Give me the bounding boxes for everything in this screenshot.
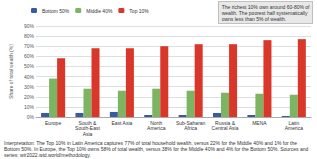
svg-text:10%: 10% — [24, 104, 35, 110]
svg-text:Top 10%: Top 10% — [129, 8, 149, 14]
svg-text:50%: 50% — [24, 63, 35, 69]
svg-text:Sub-Saharan: Sub-Saharan — [175, 119, 206, 126]
svg-text:80%: 80% — [24, 33, 35, 39]
svg-text:Central Asia: Central Asia — [212, 125, 239, 131]
svg-text:America: America — [147, 125, 166, 131]
svg-text:Middle 40%: Middle 40% — [86, 8, 113, 14]
svg-text:Share of total wealth (%): Share of total wealth (%) — [8, 44, 14, 99]
svg-text:Asia: Asia — [83, 131, 93, 137]
svg-text:series: wir2022.wid.world/meth: series: wir2022.wid.world/methodology. — [4, 152, 91, 158]
svg-text:70%: 70% — [24, 43, 35, 49]
svg-text:0%: 0% — [27, 114, 35, 120]
svg-text:Latin: Latin — [288, 119, 300, 126]
svg-text:40%: 40% — [24, 74, 35, 80]
svg-text:60%: 60% — [24, 53, 35, 59]
svg-text:Europe: Europe — [45, 120, 61, 126]
svg-text:America: America — [285, 125, 304, 131]
svg-text:Russia &: Russia & — [215, 119, 235, 126]
svg-text:owns less than 5% of wealth.: owns less than 5% of wealth. — [222, 16, 286, 22]
svg-text:Africa: Africa — [184, 125, 197, 131]
svg-text:Bottom 50%: Bottom 50% — [42, 8, 70, 14]
svg-text:Bottom 50%. In Europe, the Top: Bottom 50%. In Europe, the Top 10% owns … — [4, 146, 310, 152]
svg-text:20%: 20% — [24, 94, 35, 100]
svg-text:MENA: MENA — [252, 120, 267, 126]
svg-text:wealth. The poorest half syste: wealth. The poorest half systematically — [221, 9, 308, 16]
svg-text:North: North — [150, 119, 163, 126]
svg-text:East Asia: East Asia — [111, 120, 132, 126]
svg-text:South &: South & — [78, 119, 97, 126]
svg-text:90%: 90% — [24, 23, 35, 29]
svg-text:30%: 30% — [24, 84, 35, 90]
svg-text:Interpretation: The Top 10% in: Interpretation: The Top 10% in Latin Ame… — [4, 140, 299, 146]
svg-text:The richest 10% own around 60-: The richest 10% own around 60-80% of — [221, 3, 310, 10]
svg-text:South-East: South-East — [75, 125, 100, 132]
